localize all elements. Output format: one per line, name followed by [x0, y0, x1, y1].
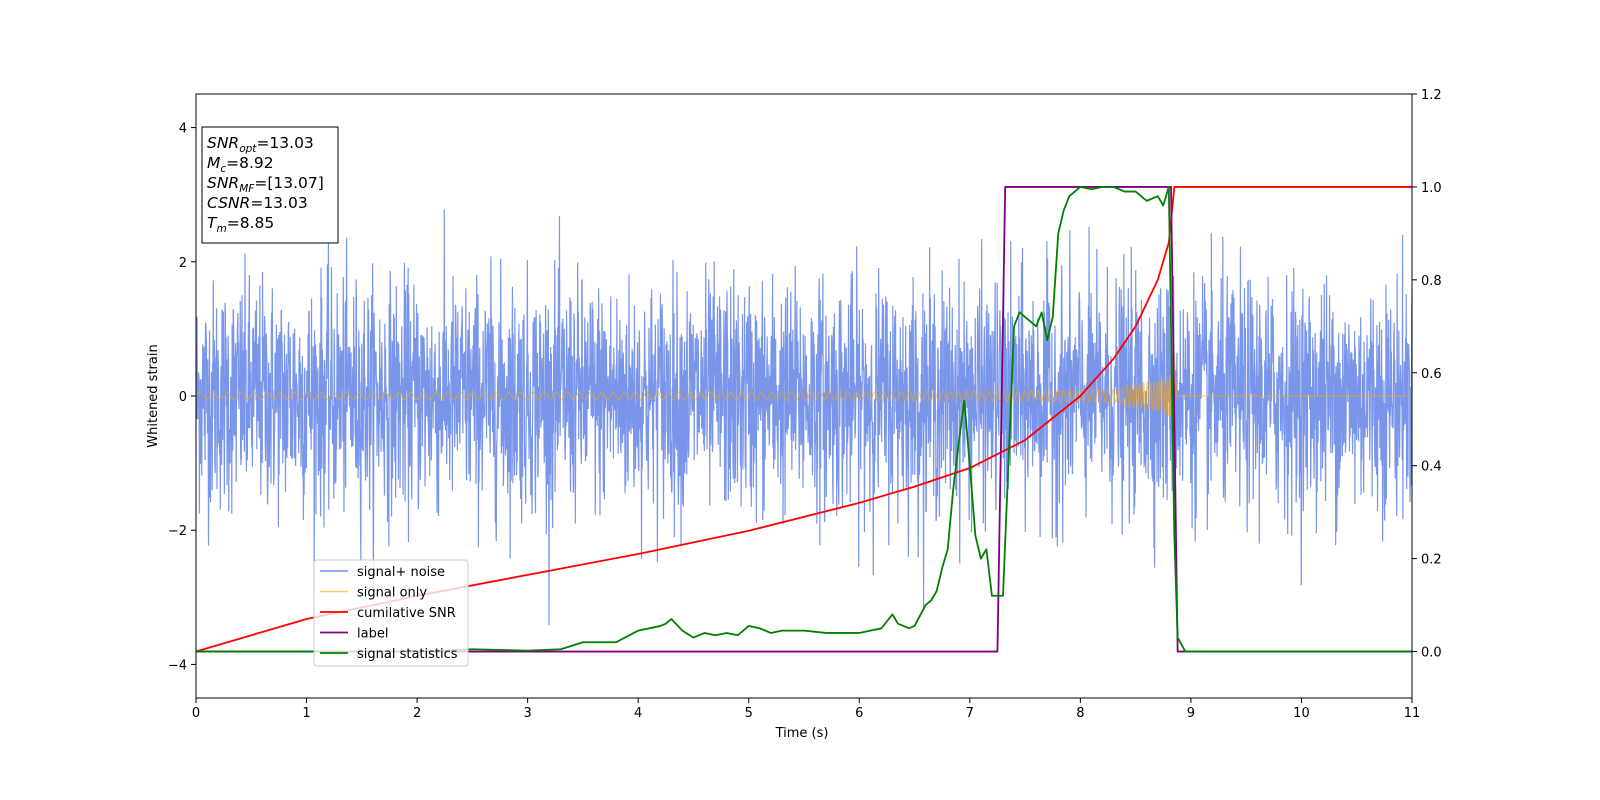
y-right-tick-label: 1.2	[1421, 88, 1442, 103]
annotation-box: SNRopt=13.03Mc=8.92SNRMF=[13.07]CSNR=13.…	[201, 126, 339, 244]
x-tick-label: 6	[855, 706, 863, 721]
legend-label: cumilative SNR	[357, 606, 456, 621]
y-right-tick-label: 0.6	[1421, 367, 1442, 382]
y-axis-right: 0.0 0.2 0.4 0.6 0.8 1.0 1.2	[1412, 88, 1442, 661]
x-tick-label: 0	[192, 706, 200, 721]
x-tick-label: 1	[302, 706, 310, 721]
y-right-tick-label: 0.2	[1421, 553, 1442, 568]
y-right-tick-label: 0.4	[1421, 460, 1442, 475]
series-signal-statistics	[196, 186, 1412, 653]
x-tick-label: 8	[1076, 706, 1084, 721]
y-left-tick-label: 4	[179, 122, 187, 137]
legend-label: signal statistics	[357, 647, 458, 662]
x-tick-label: 4	[634, 706, 642, 721]
x-tick-label: 11	[1404, 706, 1421, 721]
legend-label: signal only	[357, 586, 427, 601]
x-axis: 0 1 2 3 4 5 6 7 8 9 10 11	[192, 698, 1420, 721]
y-left-tick-label: −2	[168, 524, 187, 539]
annotation-line: CSNR=13.03	[207, 194, 308, 212]
y-right-tick-label: 1.0	[1421, 181, 1442, 196]
y-right-tick-label: 0.8	[1421, 274, 1442, 289]
y-left-tick-label: 2	[179, 256, 187, 271]
x-tick-label: 5	[745, 706, 753, 721]
y-left-tick-label: −4	[168, 658, 187, 673]
plot-area	[195, 186, 1413, 653]
legend-label: signal+ noise	[357, 565, 445, 580]
y-left-tick-label: 0	[179, 390, 187, 405]
x-tick-label: 3	[523, 706, 531, 721]
legend-label: label	[357, 627, 388, 642]
annotation-line: Mc=8.92	[207, 154, 274, 175]
x-tick-label: 9	[1187, 706, 1195, 721]
legend: signal+ noise signal only cumilative SNR la…	[313, 559, 469, 667]
x-tick-label: 7	[966, 706, 974, 721]
y-axis-label: Whitened strain	[146, 344, 161, 447]
x-tick-label: 2	[413, 706, 421, 721]
x-tick-label: 10	[1293, 706, 1310, 721]
y-axis-left: −4 −2 0 2 4	[168, 122, 196, 673]
series-signal-noise	[195, 209, 1413, 626]
y-right-tick-label: 0.0	[1421, 646, 1442, 661]
annotation-line: Tm=8.85	[207, 214, 274, 235]
annotation-line: SNRopt=13.03	[207, 134, 314, 155]
annotation-line: SNRMF=[13.07]	[207, 174, 324, 195]
x-axis-label: Time (s)	[775, 726, 829, 741]
